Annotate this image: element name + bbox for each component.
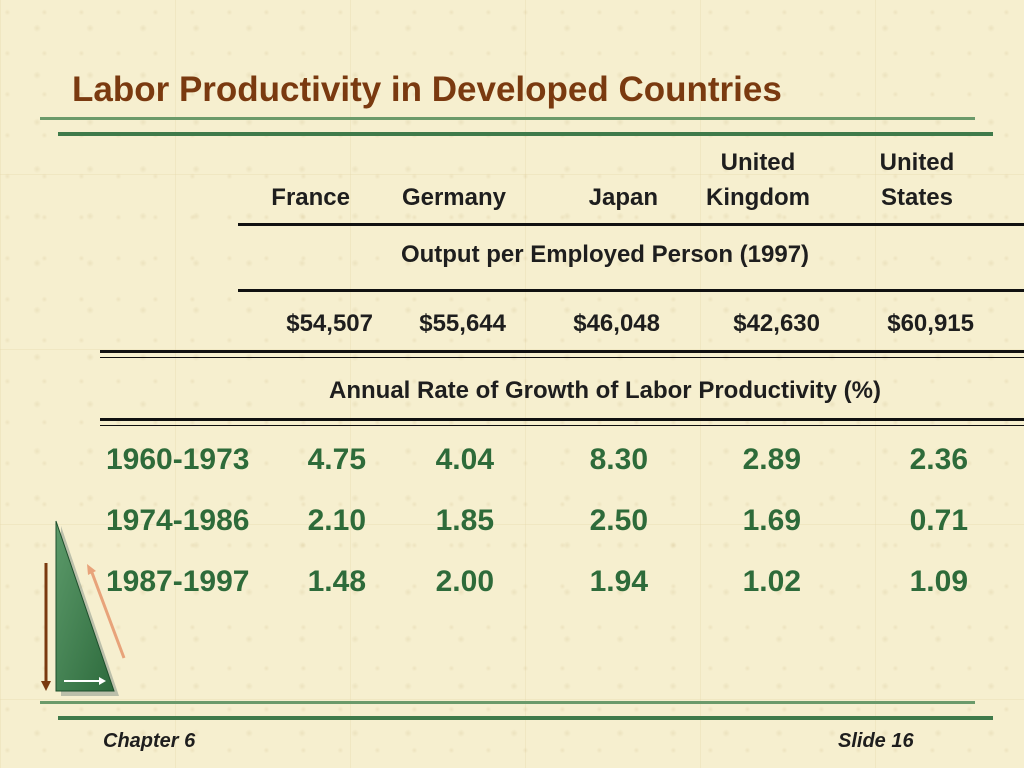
cell-germany: 2.00 bbox=[435, 565, 494, 598]
diagonal-arrow-head bbox=[87, 564, 96, 575]
column-header-france: France bbox=[250, 145, 350, 215]
output-divider bbox=[238, 289, 1024, 292]
output-value-germany: $55,644 bbox=[419, 310, 506, 337]
growth-divider-upper bbox=[100, 350, 1024, 353]
diagonal-arrow-line bbox=[89, 569, 126, 659]
cell-germany: 1.85 bbox=[435, 504, 494, 537]
column-header-line1: United bbox=[720, 149, 796, 176]
output-value-japan: $46,048 bbox=[573, 310, 660, 337]
title-rule-lower bbox=[58, 132, 993, 136]
output-section-label: Output per Employed Person (1997) bbox=[400, 241, 810, 268]
cell-france: 1.48 bbox=[307, 565, 366, 598]
column-header-us: United States bbox=[860, 145, 974, 215]
cell-france: 4.75 bbox=[307, 443, 366, 476]
down-arrow-head bbox=[41, 681, 51, 691]
column-header-line1 bbox=[250, 145, 350, 180]
cell-japan: 1.94 bbox=[589, 565, 648, 598]
footer-rule-lower bbox=[58, 716, 993, 720]
column-header-line1: United bbox=[879, 149, 955, 176]
column-header-line1 bbox=[540, 145, 658, 180]
growth-section-label: Annual Rate of Growth of Labor Productiv… bbox=[329, 377, 881, 404]
cell-us: 1.09 bbox=[909, 565, 968, 598]
growth-divider-lower-thin bbox=[100, 425, 1024, 426]
footer-rule-upper bbox=[40, 701, 975, 704]
cell-us: 0.71 bbox=[909, 504, 968, 537]
cell-uk: 1.69 bbox=[742, 504, 801, 537]
output-value-uk: $42,630 bbox=[733, 310, 820, 337]
column-header-line2: Japan bbox=[588, 184, 658, 211]
growth-divider-lower bbox=[100, 418, 1024, 421]
growth-divider-upper-thin bbox=[100, 357, 1024, 358]
column-header-uk: United Kingdom bbox=[690, 145, 826, 215]
slide-title: Labor Productivity in Developed Countrie… bbox=[72, 70, 782, 109]
column-header-line2: Germany bbox=[401, 184, 506, 211]
output-value-france: $54,507 bbox=[286, 310, 373, 337]
triangle-shape bbox=[55, 520, 115, 692]
right-arrow-head bbox=[99, 677, 106, 685]
row-period: 1974-1986 bbox=[106, 504, 250, 537]
column-header-germany: Germany bbox=[370, 145, 506, 215]
column-header-line2: States bbox=[880, 184, 954, 211]
cell-uk: 1.02 bbox=[742, 565, 801, 598]
row-period: 1960-1973 bbox=[106, 443, 250, 476]
footer-chapter: Chapter 6 bbox=[103, 730, 196, 752]
cell-uk: 2.89 bbox=[742, 443, 801, 476]
output-value-us: $60,915 bbox=[887, 310, 974, 337]
cell-france: 2.10 bbox=[307, 504, 366, 537]
decorative-triangle-graphic bbox=[41, 520, 126, 696]
column-header-line2: Kingdom bbox=[706, 184, 810, 211]
header-divider bbox=[238, 223, 1024, 226]
cell-germany: 4.04 bbox=[435, 443, 494, 476]
title-rule-upper bbox=[40, 117, 975, 120]
column-header-japan: Japan bbox=[540, 145, 658, 215]
column-header-line2: France bbox=[271, 184, 350, 211]
cell-japan: 8.30 bbox=[589, 443, 648, 476]
cell-japan: 2.50 bbox=[589, 504, 648, 537]
row-period: 1987-1997 bbox=[106, 565, 250, 598]
footer-slide-number: Slide 16 bbox=[838, 730, 914, 752]
column-header-line1 bbox=[370, 145, 506, 180]
cell-us: 2.36 bbox=[909, 443, 968, 476]
